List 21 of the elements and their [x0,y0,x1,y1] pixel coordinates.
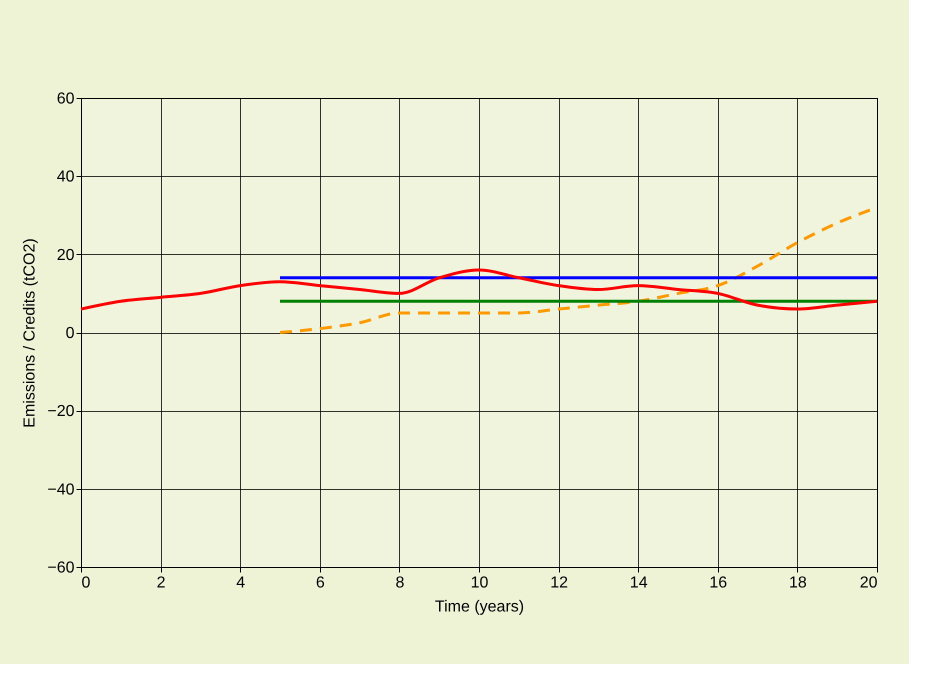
y-axis-title: Emissions / Credits (tCO2) [21,238,38,428]
x-tick-label: 6 [316,574,325,592]
x-tick-label: 16 [709,574,728,592]
line-series [80,268,878,311]
y-tick-label: 20 [56,246,75,264]
y-tick-label: 40 [56,168,75,186]
x-tick-label: 10 [470,574,488,592]
x-tick-label: 12 [550,574,568,592]
x-tick-label: 0 [82,574,90,592]
x-tick-label: 4 [236,574,246,592]
y-tick-label: −60 [47,560,75,576]
x-tick-label: 2 [156,574,166,592]
x-tick-label: 14 [630,574,648,592]
x-axis-title: Time (years) [434,598,524,616]
y-tick-label: −40 [47,481,75,498]
x-tick-label: 8 [395,574,404,592]
x-tick-label: 20 [860,574,878,592]
y-tick-label: 60 [56,90,75,108]
x-tick-label: 18 [789,574,807,592]
y-tick-label: 0 [66,325,75,342]
y-tick-label: −20 [47,403,75,420]
